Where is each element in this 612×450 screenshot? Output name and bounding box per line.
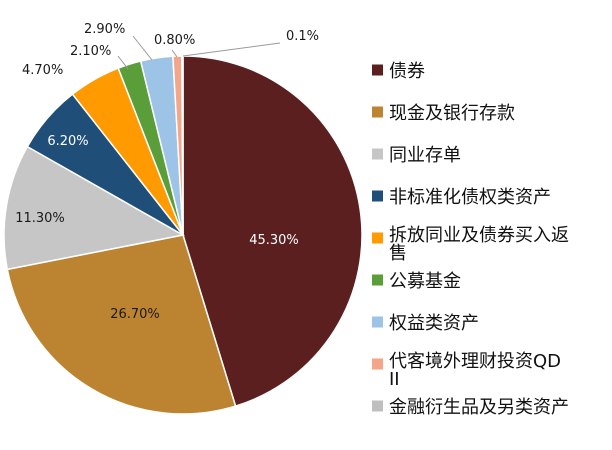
legend-entry: 现金及银行存款: [389, 103, 515, 124]
legend-entry: 拆放同业及债券买入返售: [389, 225, 569, 264]
leader-line: [182, 42, 281, 57]
data-label: 11.30%: [15, 211, 65, 226]
legend-entry: 非标准化债权类资产: [389, 187, 551, 208]
leader-line: [171, 49, 178, 58]
legend-swatch: [372, 316, 383, 328]
legend-entry: 代客境外理财投资QD II: [389, 351, 561, 390]
pie-slice: [3, 145, 186, 271]
legend-entry: 金融衍生品及另类资产: [389, 397, 569, 418]
leader-line: [132, 35, 153, 61]
legend-entry: 同业存单: [389, 145, 461, 166]
pie-slice: [181, 55, 184, 236]
legend-swatch: [372, 400, 383, 412]
legend-entry: 债券: [389, 61, 425, 82]
data-label: 26.70%: [110, 307, 160, 322]
data-label: 4.70%: [22, 63, 63, 78]
legend-entry: 权益类资产: [389, 313, 479, 334]
pie-slices: [3, 55, 363, 415]
data-label: 6.20%: [47, 134, 88, 149]
legend-swatch: [372, 358, 383, 370]
legend-swatch: [372, 274, 383, 286]
data-label: 2.10%: [70, 44, 111, 59]
leader-lines: [117, 35, 281, 70]
data-label: 0.80%: [154, 33, 195, 48]
data-label: 45.30%: [249, 233, 299, 248]
data-labels: 45.30% 26.70% 11.30% 6.20% 4.70% 2.10% 2.90% 0.…: [15, 22, 319, 322]
pie-slice: [6, 234, 237, 415]
legend-swatch: [372, 232, 383, 244]
data-label: 2.90%: [84, 22, 125, 37]
legend-swatch: [372, 64, 383, 76]
legend-swatch: [372, 190, 383, 202]
legend-swatch: [372, 148, 383, 160]
legend-swatch: [372, 106, 383, 118]
legend: 债券现金及银行存款同业存单非标准化债权类资产拆放同业及债券买入返售公募基金权益类…: [372, 61, 569, 418]
data-label: 0.1%: [286, 29, 319, 44]
leader-line: [117, 55, 129, 70]
legend-entry: 公募基金: [389, 271, 461, 292]
pie-slice: [182, 55, 363, 408]
